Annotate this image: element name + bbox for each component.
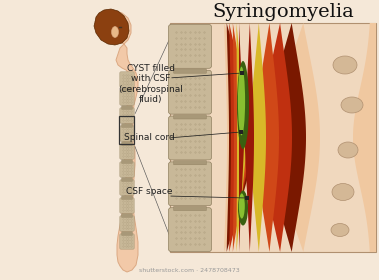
- Polygon shape: [236, 23, 266, 252]
- Polygon shape: [94, 9, 129, 45]
- FancyBboxPatch shape: [169, 70, 211, 114]
- Ellipse shape: [332, 183, 354, 200]
- Ellipse shape: [341, 97, 363, 113]
- FancyBboxPatch shape: [122, 123, 132, 127]
- Text: CYST filled
with CSF
(cerebrospinal
fluid): CYST filled with CSF (cerebrospinal flui…: [119, 64, 183, 104]
- FancyBboxPatch shape: [122, 178, 132, 181]
- Polygon shape: [95, 11, 138, 272]
- FancyBboxPatch shape: [120, 180, 134, 195]
- Ellipse shape: [338, 142, 358, 158]
- FancyBboxPatch shape: [174, 115, 207, 119]
- Ellipse shape: [238, 190, 248, 225]
- Polygon shape: [224, 23, 320, 252]
- Bar: [119, 116, 134, 144]
- FancyBboxPatch shape: [120, 72, 134, 87]
- FancyBboxPatch shape: [120, 198, 134, 213]
- FancyBboxPatch shape: [120, 234, 134, 249]
- FancyBboxPatch shape: [169, 208, 211, 251]
- Polygon shape: [227, 23, 306, 252]
- FancyBboxPatch shape: [122, 160, 132, 164]
- FancyBboxPatch shape: [120, 162, 134, 177]
- Text: shutterstock.com · 2478708473: shutterstock.com · 2478708473: [139, 269, 240, 274]
- FancyBboxPatch shape: [122, 232, 132, 235]
- FancyBboxPatch shape: [120, 90, 134, 105]
- FancyBboxPatch shape: [169, 116, 211, 160]
- Ellipse shape: [333, 56, 357, 74]
- Ellipse shape: [238, 67, 245, 135]
- Polygon shape: [353, 23, 376, 252]
- FancyBboxPatch shape: [122, 196, 132, 199]
- Bar: [170, 23, 376, 252]
- Ellipse shape: [237, 61, 249, 149]
- Ellipse shape: [239, 193, 245, 219]
- Polygon shape: [233, 23, 279, 252]
- FancyBboxPatch shape: [120, 126, 134, 141]
- FancyBboxPatch shape: [122, 106, 132, 109]
- FancyBboxPatch shape: [122, 142, 132, 145]
- Ellipse shape: [111, 27, 119, 38]
- Text: Spinal cord: Spinal cord: [124, 134, 174, 143]
- FancyBboxPatch shape: [122, 214, 132, 217]
- Polygon shape: [229, 23, 292, 252]
- FancyBboxPatch shape: [174, 160, 207, 165]
- FancyBboxPatch shape: [174, 206, 207, 211]
- Text: CSF space: CSF space: [126, 188, 172, 197]
- Polygon shape: [239, 23, 254, 252]
- FancyBboxPatch shape: [174, 69, 207, 73]
- FancyBboxPatch shape: [120, 216, 134, 231]
- FancyBboxPatch shape: [120, 108, 134, 123]
- FancyBboxPatch shape: [169, 25, 211, 68]
- Ellipse shape: [331, 223, 349, 237]
- FancyBboxPatch shape: [169, 162, 211, 206]
- Text: Syringomyelia: Syringomyelia: [212, 3, 354, 21]
- FancyBboxPatch shape: [120, 144, 134, 159]
- FancyBboxPatch shape: [122, 88, 132, 91]
